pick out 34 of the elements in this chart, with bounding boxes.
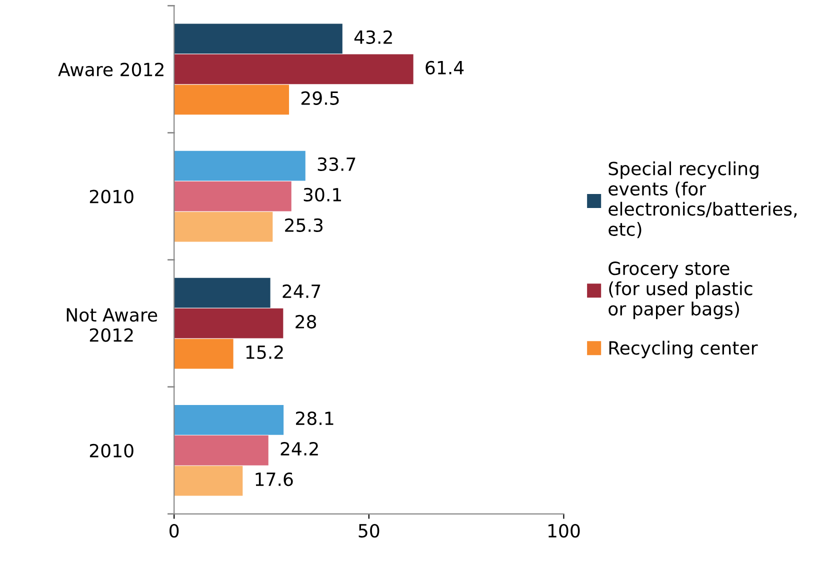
- bar: [174, 466, 243, 496]
- data-label: 30.1: [304, 188, 342, 202]
- data-label: 28: [296, 314, 316, 329]
- bar: [174, 435, 268, 466]
- y-tick-label: 2010: [90, 444, 134, 458]
- x-tick-label: 100: [548, 524, 580, 538]
- data-label: 33.7: [318, 157, 356, 172]
- data-label: 17.6: [256, 472, 293, 486]
- legend-label: Grocery store (for used plastic or paper bags): [608, 261, 752, 320]
- x-tick-label: 50: [358, 524, 380, 538]
- bar: [174, 278, 270, 308]
- y-tick-label: Aware 2012: [58, 62, 164, 76]
- bar: [174, 308, 284, 338]
- y-tick-label: Not Aware 2012: [66, 308, 158, 342]
- data-label: 24.7: [282, 284, 320, 298]
- bar: [174, 212, 273, 242]
- data-label: 25.3: [285, 218, 323, 232]
- bar: [174, 84, 290, 115]
- bar: [174, 338, 234, 369]
- legend-label: Special recycling events (for electronics/batteries, etc): [608, 161, 797, 238]
- bar: [174, 24, 342, 54]
- data-label: 61.4: [426, 60, 464, 74]
- data-label: 29.5: [301, 91, 339, 105]
- bar: [174, 54, 414, 84]
- bar: [174, 404, 284, 435]
- legend-label: Recycling center: [609, 340, 758, 358]
- x-tick-label: 0: [170, 524, 179, 538]
- data-label: 43.2: [354, 30, 392, 44]
- bar: [174, 181, 292, 212]
- y-tick-label: 2010: [90, 190, 134, 204]
- data-label: 28.1: [296, 411, 334, 426]
- bar: [174, 150, 306, 181]
- data-label: 24.2: [280, 442, 318, 456]
- data-label: 15.2: [246, 345, 283, 360]
